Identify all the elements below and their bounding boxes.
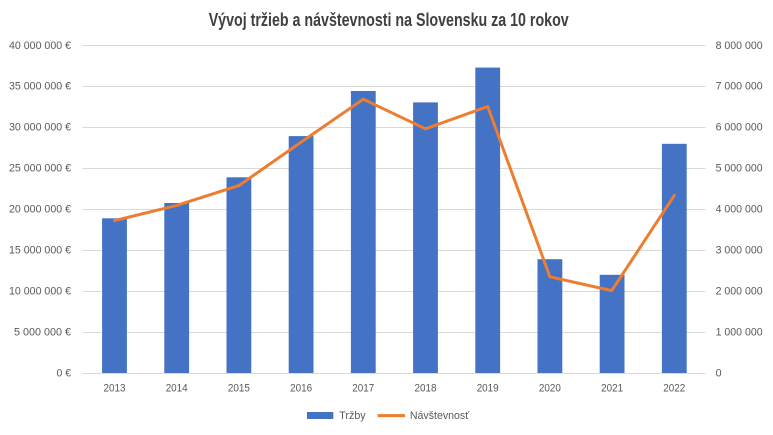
svg-text:25 000 000 €: 25 000 000 € xyxy=(9,163,71,175)
svg-text:15 000 000 €: 15 000 000 € xyxy=(9,244,71,256)
svg-text:8 000 000: 8 000 000 xyxy=(716,40,763,52)
svg-text:10 000 000 €: 10 000 000 € xyxy=(9,285,71,297)
svg-text:2013: 2013 xyxy=(104,383,126,395)
svg-text:3 000 000: 3 000 000 xyxy=(716,244,763,256)
svg-text:0: 0 xyxy=(716,367,722,379)
svg-text:2014: 2014 xyxy=(166,383,188,395)
svg-text:0 €: 0 € xyxy=(57,367,72,379)
svg-text:4 000 000: 4 000 000 xyxy=(716,204,763,216)
svg-text:35 000 000 €: 35 000 000 € xyxy=(9,81,71,93)
svg-text:2017: 2017 xyxy=(352,383,374,395)
svg-text:Vývoj tržieb a návštevnosti na: Vývoj tržieb a návštevnosti na Slovensku… xyxy=(209,9,570,30)
svg-text:Tržby: Tržby xyxy=(339,410,366,422)
svg-text:7 000 000: 7 000 000 xyxy=(716,81,763,93)
svg-text:5 000 000: 5 000 000 xyxy=(716,163,763,175)
svg-text:2015: 2015 xyxy=(228,383,250,395)
svg-text:20 000 000 €: 20 000 000 € xyxy=(9,204,71,216)
svg-text:2020: 2020 xyxy=(539,383,561,395)
svg-text:30 000 000 €: 30 000 000 € xyxy=(9,122,71,134)
svg-text:2022: 2022 xyxy=(663,383,685,395)
svg-text:40 000 000 €: 40 000 000 € xyxy=(9,40,71,52)
svg-text:2 000 000: 2 000 000 xyxy=(716,285,763,297)
svg-text:2018: 2018 xyxy=(415,383,437,395)
svg-text:1 000 000: 1 000 000 xyxy=(716,326,763,338)
svg-text:Návštevnosť: Návštevnosť xyxy=(410,410,470,422)
svg-text:5 000 000 €: 5 000 000 € xyxy=(14,326,71,338)
svg-text:2019: 2019 xyxy=(477,383,499,395)
svg-text:6 000 000: 6 000 000 xyxy=(716,122,763,134)
svg-text:2016: 2016 xyxy=(290,383,312,395)
svg-text:2021: 2021 xyxy=(601,383,623,395)
